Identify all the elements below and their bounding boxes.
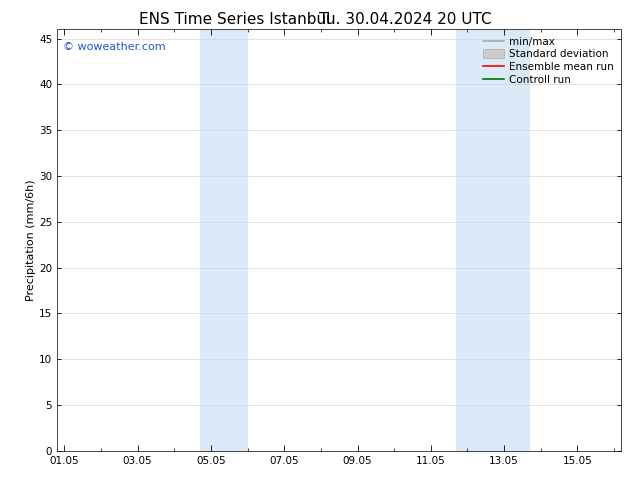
Text: ENS Time Series Istanbul: ENS Time Series Istanbul [139, 12, 330, 27]
Legend: min/max, Standard deviation, Ensemble mean run, Controll run: min/max, Standard deviation, Ensemble me… [481, 35, 616, 87]
Text: Tu. 30.04.2024 20 UTC: Tu. 30.04.2024 20 UTC [320, 12, 492, 27]
Bar [456, 29, 530, 451]
Bar [200, 29, 248, 451]
Y-axis label: Precipitation (mm/6h): Precipitation (mm/6h) [26, 179, 36, 301]
Text: © woweather.com: © woweather.com [63, 42, 165, 52]
